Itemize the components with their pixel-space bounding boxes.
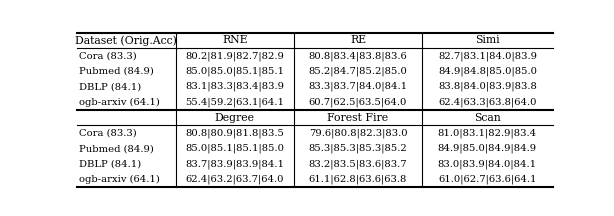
Text: 85.0|85.1|85.1|85.0: 85.0|85.1|85.1|85.0 — [185, 144, 284, 153]
Text: 84.9|84.8|85.0|85.0: 84.9|84.8|85.0|85.0 — [438, 67, 537, 76]
Text: 85.2|84.7|85.2|85.0: 85.2|84.7|85.2|85.0 — [309, 67, 408, 76]
Text: 81.0|83.1|82.9|83.4: 81.0|83.1|82.9|83.4 — [438, 128, 537, 138]
Text: Pubmed (84.9): Pubmed (84.9) — [79, 67, 154, 76]
Text: 83.0|83.9|84.0|84.1: 83.0|83.9|84.0|84.1 — [438, 159, 537, 169]
Text: Degree: Degree — [215, 113, 255, 123]
Text: 85.3|85.3|85.3|85.2: 85.3|85.3|85.3|85.2 — [309, 144, 407, 153]
Text: 82.7|83.1|84.0|83.9: 82.7|83.1|84.0|83.9 — [438, 51, 537, 60]
Text: RNE: RNE — [222, 35, 247, 45]
Text: 84.9|85.0|84.9|84.9: 84.9|85.0|84.9|84.9 — [438, 144, 537, 153]
Text: Cora (83.3): Cora (83.3) — [79, 129, 137, 138]
Text: 83.8|84.0|83.9|83.8: 83.8|84.0|83.9|83.8 — [438, 82, 537, 91]
Text: 83.1|83.3|83.4|83.9: 83.1|83.3|83.4|83.9 — [185, 82, 284, 91]
Text: Simi: Simi — [475, 35, 500, 45]
Text: 55.4|59.2|63.1|64.1: 55.4|59.2|63.1|64.1 — [185, 97, 284, 107]
Text: DBLP (84.1): DBLP (84.1) — [79, 82, 141, 91]
Text: 80.2|81.9|82.7|82.9: 80.2|81.9|82.7|82.9 — [185, 51, 284, 60]
Text: 60.7|62.5|63.5|64.0: 60.7|62.5|63.5|64.0 — [309, 97, 407, 107]
Text: 83.3|83.7|84.0|84.1: 83.3|83.7|84.0|84.1 — [308, 82, 408, 91]
Text: 61.1|62.8|63.6|63.8: 61.1|62.8|63.6|63.8 — [309, 175, 407, 184]
Text: Scan: Scan — [474, 113, 501, 123]
Text: 79.6|80.8|82.3|83.0: 79.6|80.8|82.3|83.0 — [309, 128, 407, 138]
Text: 80.8|83.4|83.8|83.6: 80.8|83.4|83.8|83.6 — [309, 51, 407, 60]
Text: 80.8|80.9|81.8|83.5: 80.8|80.9|81.8|83.5 — [185, 128, 284, 138]
Text: ogb-arxiv (64.1): ogb-arxiv (64.1) — [79, 98, 160, 107]
Text: RE: RE — [350, 35, 366, 45]
Text: Dataset (Orig.Acc): Dataset (Orig.Acc) — [76, 35, 177, 46]
Text: DBLP (84.1): DBLP (84.1) — [79, 160, 141, 168]
Text: Pubmed (84.9): Pubmed (84.9) — [79, 144, 154, 153]
Text: 85.0|85.0|85.1|85.1: 85.0|85.0|85.1|85.1 — [185, 67, 284, 76]
Text: 61.0|62.7|63.6|64.1: 61.0|62.7|63.6|64.1 — [438, 175, 537, 184]
Text: 83.7|83.9|83.9|84.1: 83.7|83.9|83.9|84.1 — [185, 159, 284, 169]
Text: 62.4|63.3|63.8|64.0: 62.4|63.3|63.8|64.0 — [438, 97, 537, 107]
Text: ogb-arxiv (64.1): ogb-arxiv (64.1) — [79, 175, 160, 184]
Text: Cora (83.3): Cora (83.3) — [79, 51, 137, 60]
Text: 83.2|83.5|83.6|83.7: 83.2|83.5|83.6|83.7 — [309, 159, 407, 169]
Text: 62.4|63.2|63.7|64.0: 62.4|63.2|63.7|64.0 — [185, 175, 284, 184]
Text: Forest Fire: Forest Fire — [327, 113, 389, 123]
